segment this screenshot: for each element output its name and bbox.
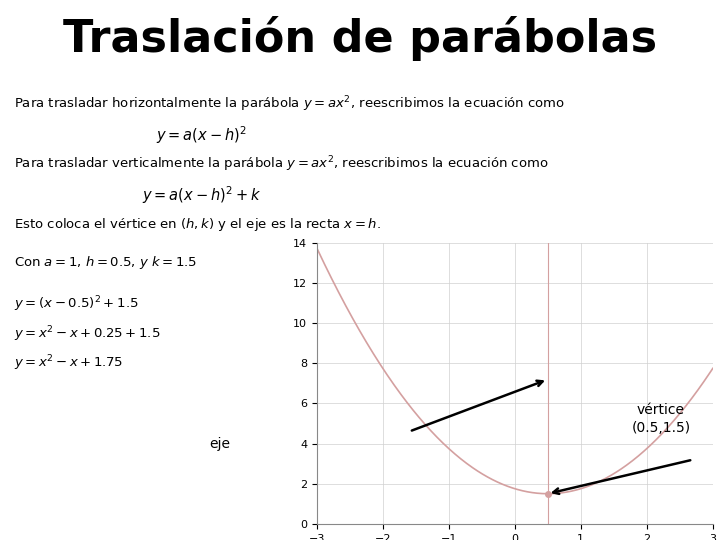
Text: $y = x^2 - x + 0.25 +1.5$: $y = x^2 - x + 0.25 +1.5$: [14, 324, 161, 343]
Text: Para trasladar horizontalmente la parábola $y = ax^2$, reescribimos la ecuación : Para trasladar horizontalmente la parábo…: [14, 94, 566, 114]
Text: eje: eje: [209, 437, 230, 451]
Text: $y = a(x - h)^2 + k$: $y = a(x - h)^2 + k$: [142, 185, 261, 206]
Text: Esto coloca el vértice en $(h, k)$ y el eje es la recta $x = h$.: Esto coloca el vértice en $(h, k)$ y el …: [14, 216, 382, 233]
Text: Con $a = 1$, $h = 0.5$, $y$ $k = 1.5$: Con $a = 1$, $h = 0.5$, $y$ $k = 1.5$: [14, 254, 198, 271]
Text: Traslación de parábolas: Traslación de parábolas: [63, 16, 657, 61]
Text: (0.5,1.5): (0.5,1.5): [631, 421, 690, 435]
Text: $y = (x - 0.5)^2 + 1.5$: $y = (x - 0.5)^2 + 1.5$: [14, 294, 139, 314]
Text: $y = a(x - h)^2$: $y = a(x - h)^2$: [156, 124, 247, 146]
Text: $y = x^2 - x + 1.75$: $y = x^2 - x + 1.75$: [14, 354, 123, 373]
Text: Para trasladar verticalmente la parábola $y = ax^2$, reescribimos la ecuación co: Para trasladar verticalmente la parábola…: [14, 154, 549, 173]
Text: vértice: vértice: [637, 403, 685, 417]
